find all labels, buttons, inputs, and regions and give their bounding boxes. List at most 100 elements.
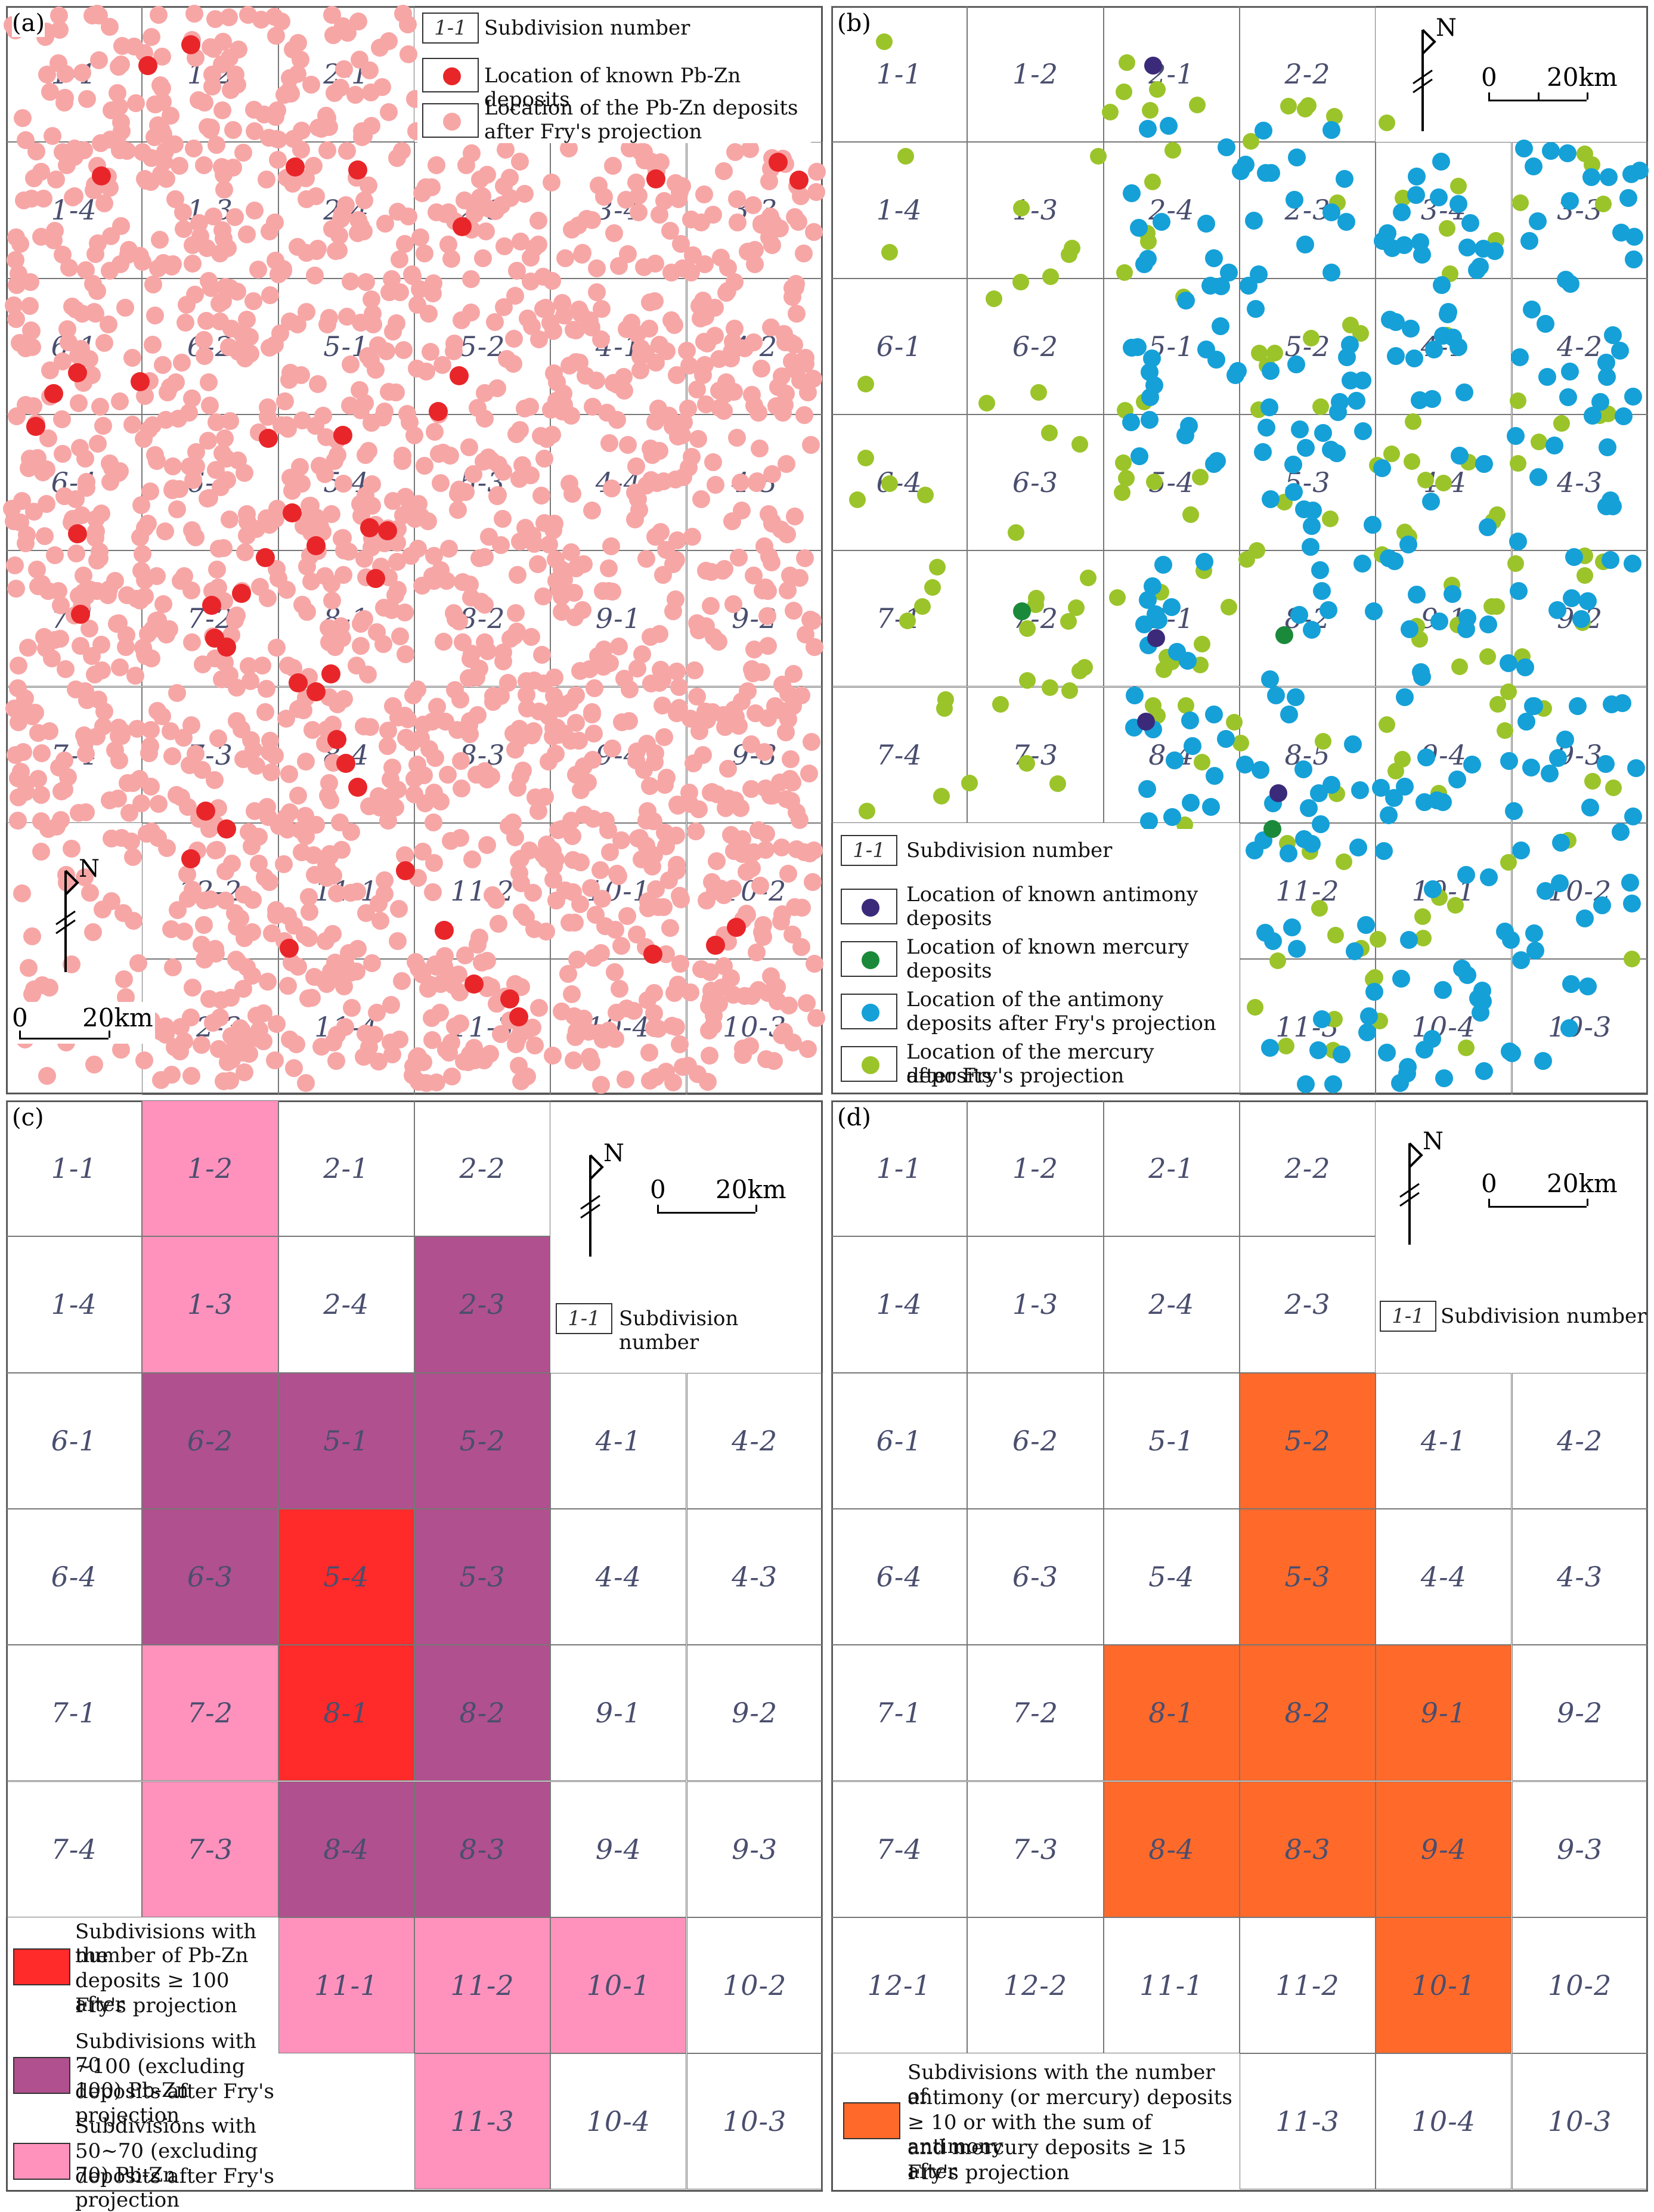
fry-pbzn-dot [330, 813, 349, 831]
fry-pbzn-dot [125, 38, 143, 56]
fry-antimony-dot [1559, 144, 1577, 162]
fry-pbzn-dot [423, 1031, 442, 1049]
fry-antimony-dot [1147, 605, 1165, 623]
known-pbzn-dot [453, 217, 472, 236]
known-pbzn-dot [450, 366, 469, 385]
fry-pbzn-dot [203, 1013, 222, 1032]
fry-pbzn-dot [794, 245, 813, 263]
fry-antimony-dot [1145, 376, 1164, 394]
fry-antimony-dot [1598, 438, 1616, 457]
fry-antimony-dot [1279, 844, 1297, 863]
panel-d-legend: Subdivisions with the number of antimony… [834, 2061, 1239, 2188]
fry-mercury-dot [1511, 194, 1529, 212]
fry-pbzn-dot [156, 522, 174, 541]
fry-pbzn-dot [592, 943, 611, 962]
fry-pbzn-dot [143, 335, 162, 354]
legend-subdivision-text: Subdivision number [484, 16, 690, 40]
fry-mercury-dot [1007, 524, 1024, 541]
subdivision-label: 10-4 [1411, 2105, 1476, 2138]
fry-antimony-dot [1299, 799, 1318, 818]
fry-mercury-dot [1012, 273, 1030, 290]
subdivision-label: 10-2 [1547, 1969, 1612, 2001]
fry-antimony-dot [1302, 537, 1320, 556]
subdivision-label: 9-2 [732, 1697, 778, 1730]
fry-antimony-dot [1541, 141, 1560, 160]
fry-pbzn-dot [391, 1030, 409, 1048]
known-pbzn-dot [646, 169, 665, 188]
subdivision-cell: 1-3 [967, 1236, 1104, 1373]
fry-pbzn-dot [391, 627, 409, 646]
fry-antimony-dot [1510, 348, 1529, 367]
subdivision-label: 5-4 [1148, 1561, 1195, 1594]
subdivision-cell: 9-4 [550, 1781, 687, 1917]
fry-pbzn-dot [212, 157, 231, 176]
fry-pbzn-dot [181, 1008, 200, 1026]
fry-pbzn-dot [461, 588, 480, 607]
fry-pbzn-dot [565, 1051, 583, 1069]
fry-antimony-dot [1262, 490, 1280, 508]
fry-pbzn-dot [510, 851, 528, 870]
fry-pbzn-dot [334, 60, 353, 78]
legend-d-swatch [843, 2102, 900, 2139]
fry-pbzn-dot [123, 415, 141, 434]
fry-pbzn-dot [727, 190, 746, 208]
fry-antimony-dot [1337, 212, 1356, 231]
fry-pbzn-dot [695, 185, 714, 203]
subdivision-label: 8-3 [1284, 1833, 1331, 1865]
subdivision-cell: 8-2 [1239, 550, 1376, 687]
fry-pbzn-dot [399, 710, 417, 728]
subdivision-cell: 6-2 [967, 1372, 1104, 1509]
subdivision-label: 2-2 [459, 1152, 506, 1185]
fry-antimony-dot [1322, 441, 1340, 459]
fry-mercury-dot [1451, 658, 1468, 675]
fry-pbzn-dot [101, 130, 119, 149]
subdivision-cell: 9-3 [686, 1781, 823, 1917]
subdivision-cell: 5-2 [414, 1372, 551, 1509]
fry-pbzn-dot [192, 1035, 210, 1054]
scale-line [657, 1212, 755, 1214]
subdivision-label: 8-1 [1148, 1697, 1195, 1730]
subdivision-label: 5-2 [459, 330, 506, 363]
fry-antimony-dot [1398, 1057, 1417, 1076]
fry-pbzn-dot [795, 549, 814, 567]
subdivision-label: 4-4 [595, 1561, 642, 1594]
fry-pbzn-dot [386, 799, 404, 817]
subdivision-cell: 10-1 [550, 1917, 687, 2054]
fry-antimony-dot [1579, 592, 1597, 610]
fry-mercury-dot [1142, 101, 1159, 119]
fry-pbzn-dot [153, 707, 171, 726]
fry-antimony-dot [1621, 874, 1640, 892]
legend-fry-swatch-box [422, 103, 479, 138]
known-pbzn-dot [706, 936, 725, 955]
fry-pbzn-dot [221, 412, 240, 430]
legend-subdivision-text: Subdivision number [906, 839, 1113, 862]
subdivision-label: 1-4 [51, 1288, 97, 1321]
subdivision-cell: 8-1 [1103, 1645, 1240, 1781]
known-pbzn-dot [429, 402, 448, 421]
fry-antimony-dot [1528, 212, 1547, 230]
fry-antimony-dot [1499, 654, 1517, 672]
fry-antimony-dot [1351, 781, 1370, 799]
fry-mercury-dot [1071, 436, 1088, 453]
fry-pbzn-dot [609, 257, 628, 276]
fry-pbzn-dot [666, 174, 684, 192]
fry-antimony-dot [1561, 362, 1579, 380]
fry-pbzn-dot [775, 325, 793, 344]
fry-pbzn-dot [399, 16, 417, 34]
subdivision-label: 11-1 [1139, 1969, 1204, 2001]
fry-pbzn-dot [762, 219, 780, 237]
fry-mercury-dot [897, 147, 915, 165]
fry-pbzn-dot [542, 173, 560, 191]
fry-pbzn-dot [58, 768, 77, 786]
fry-pbzn-dot [297, 244, 315, 262]
fry-pbzn-dot [311, 518, 329, 536]
fry-mercury-dot [1417, 471, 1434, 488]
fry-antimony-dot [1407, 586, 1426, 604]
known-pbzn-dot [327, 730, 346, 749]
fry-pbzn-dot [368, 336, 387, 355]
legend-hg-known-swatch-box [841, 941, 897, 977]
fry-antimony-dot [1138, 120, 1157, 138]
fry-antimony-dot [1197, 214, 1216, 233]
subdivision-cell: 4-1 [550, 1372, 687, 1509]
subdivision-cell: 9-2 [686, 1645, 823, 1781]
